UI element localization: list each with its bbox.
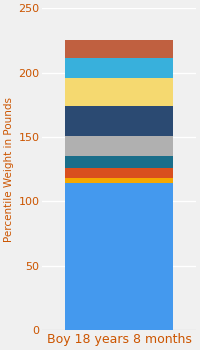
Y-axis label: Percentile Weight in Pounds: Percentile Weight in Pounds <box>4 97 14 242</box>
Bar <box>65 183 173 330</box>
Bar <box>65 106 173 136</box>
Bar <box>65 178 173 183</box>
Bar <box>65 40 173 58</box>
Bar <box>65 58 173 78</box>
Bar <box>65 168 173 178</box>
Bar <box>65 78 173 106</box>
Bar <box>65 136 173 156</box>
Bar <box>65 156 173 168</box>
